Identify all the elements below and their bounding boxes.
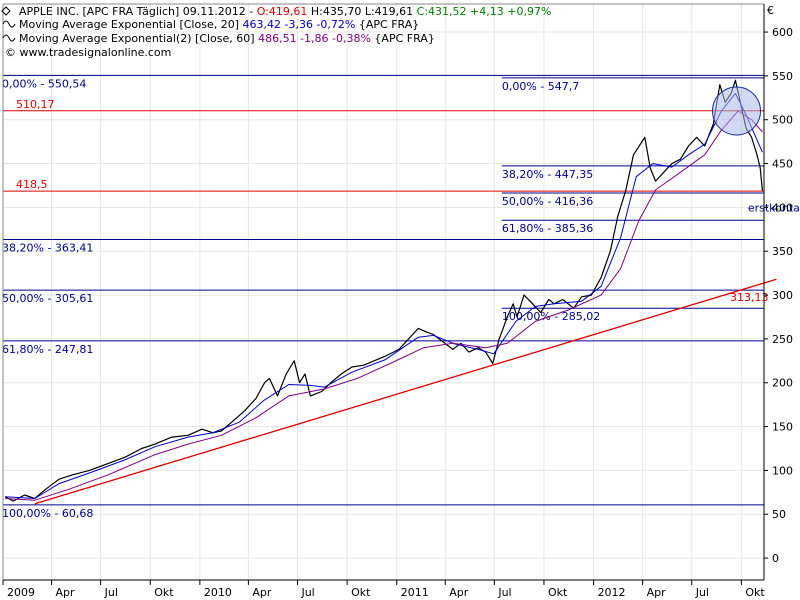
trendline-group: 313,13: [34, 278, 777, 505]
y-tick-label: 550: [772, 70, 793, 83]
x-tick-label: 2010: [204, 586, 232, 599]
series-line-price: [4, 79, 763, 502]
y-tick-label: 200: [772, 377, 793, 390]
header-icons: [1, 6, 16, 42]
annotation-text: erstkonta: [748, 201, 800, 214]
fibonacci-levels: 0,00% - 550,54 38,20% - 363,41 50,00% - 30…: [2, 74, 764, 520]
y-tick-label: 500: [772, 114, 793, 127]
ema60-suffix: {APC FRA}: [371, 32, 435, 45]
header-open: O:419,61: [257, 5, 308, 18]
red-level-label: 510,17: [16, 98, 55, 111]
fib-left-label: 50,00% - 305,61: [2, 292, 93, 305]
x-tick-label: Jul: [497, 586, 511, 599]
annotations: erstkonta: [711, 86, 800, 214]
series-line-ema60: [5, 110, 763, 501]
header-close: C:431,52 +4,13 +0,97%: [417, 5, 552, 18]
trendline-label: 313,13: [730, 291, 769, 304]
y-tick-label: 300: [772, 289, 793, 302]
fib-right-label: 38,20% - 447,35: [502, 168, 593, 181]
fib-left-label: 61,80% - 247,81: [2, 343, 93, 356]
y-tick-label: 50: [772, 508, 786, 521]
header-high-low: H:435,70 L:419,61: [307, 5, 416, 18]
highlight-circle: [711, 86, 761, 136]
axes: 0 50 100 150 200 250 300 350 400 450 500 550 600 2009…: [2, 26, 793, 599]
x-tick-label: Apr: [449, 586, 469, 599]
fib-left-label: 38,20% - 363,41: [2, 241, 93, 254]
trendline: [34, 278, 777, 505]
copyright: © www.tradesignalonline.com: [5, 46, 171, 59]
y-tick-label: 0: [772, 552, 779, 565]
fib-right-label: 50,00% - 416,36: [502, 195, 593, 208]
x-tick-label: 2012: [598, 586, 626, 599]
x-tick-label: Apr: [647, 586, 667, 599]
y-tick-label: 350: [772, 245, 793, 258]
red-levels: 510,17 418,5: [3, 98, 764, 192]
x-tick-label: Okt: [745, 586, 765, 599]
plot-frame: [2, 3, 765, 581]
x-tick-label: Jul: [104, 586, 118, 599]
x-tick-label: 2011: [401, 586, 429, 599]
x-tick-label: Okt: [351, 586, 371, 599]
y-tick-label: 600: [772, 26, 793, 39]
y-tick-label: 450: [772, 158, 793, 171]
series-group: [4, 79, 763, 502]
x-tick-label: Okt: [548, 586, 568, 599]
y-tick-label: 400: [772, 201, 793, 214]
currency-symbol: €: [767, 4, 774, 17]
ema60-label: Moving Average Exponential(2) [Close, 60…: [19, 32, 258, 45]
header-line-1: APPLE INC. [APC FRA Täglich] 09.11.2012 …: [19, 5, 551, 18]
y-tick-label: 150: [772, 421, 793, 434]
diamond-icon: [1, 6, 11, 16]
y-tick-label: 100: [772, 464, 793, 477]
header-line-3: Moving Average Exponential(2) [Close, 60…: [19, 32, 435, 45]
fib-right-label: 61,80% - 385,36: [502, 222, 593, 235]
wave-icon: [2, 20, 16, 28]
x-tick-label: Apr: [252, 586, 272, 599]
grid: [2, 4, 764, 580]
series-line-ema20: [5, 92, 763, 499]
wave-icon: [2, 34, 16, 42]
ema20-values: 463,42 -3,36 -0,72%: [243, 18, 356, 31]
ema20-label: Moving Average Exponential [Close, 20]: [19, 18, 243, 31]
x-tick-label: Apr: [56, 586, 76, 599]
fib-left-label: 100,00% - 60,68: [2, 507, 93, 520]
x-tick-label: Jul: [300, 586, 314, 599]
ema60-values: 486,51 -1,86 -0,38%: [258, 32, 371, 45]
y-tick-label: 250: [772, 333, 793, 346]
ema20-suffix: {APC FRA}: [355, 18, 419, 31]
red-level-label: 418,5: [16, 178, 48, 191]
header-line-2: Moving Average Exponential [Close, 20] 4…: [19, 18, 419, 31]
fib-left-label: 0,00% - 550,54: [2, 77, 86, 90]
x-tick-label: 2009: [7, 586, 35, 599]
header-title: APPLE INC. [APC FRA Täglich] 09.11.2012 …: [19, 5, 257, 18]
x-tick-label: Jul: [695, 586, 709, 599]
fib-right-label: 0,00% - 547,7: [502, 80, 579, 93]
x-tick-label: Okt: [154, 586, 174, 599]
